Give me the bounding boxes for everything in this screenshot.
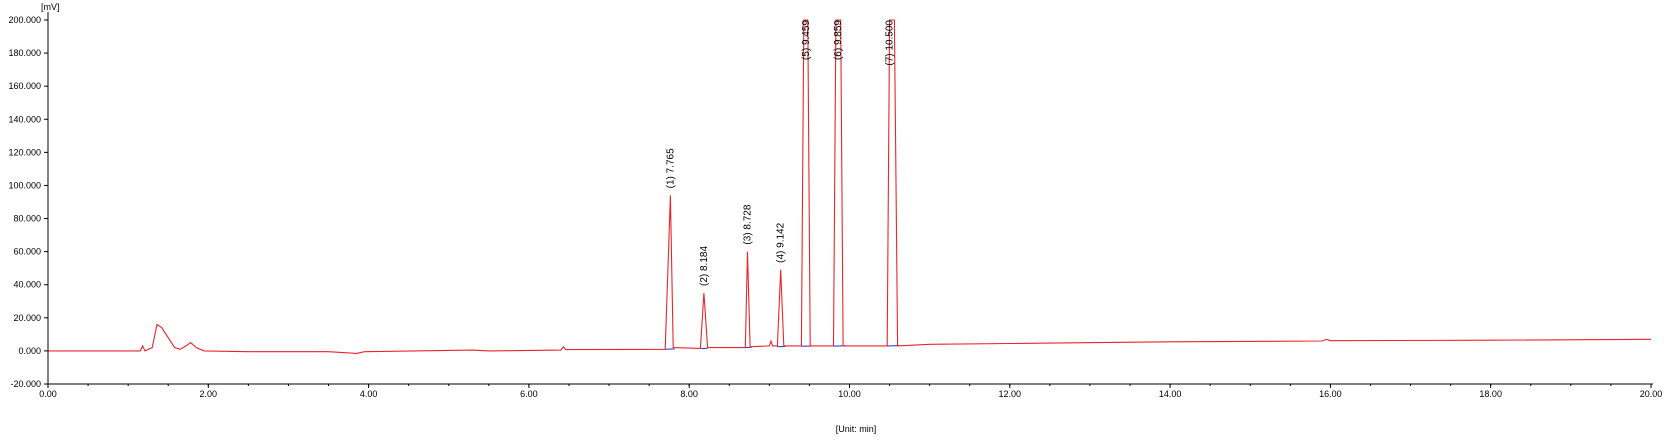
y-tick-label: 200.000 (8, 15, 41, 25)
x-tick-label: 8.00 (680, 389, 698, 399)
y-tick-label: 140.000 (8, 114, 41, 124)
y-tick-label: 180.000 (8, 48, 41, 58)
x-axis-unit: [Unit: min] (836, 424, 877, 434)
y-axis-unit: [mV] (41, 2, 60, 12)
peak-label-3: (3) 8.728 (743, 204, 754, 244)
x-tick-label: 10.00 (838, 389, 861, 399)
y-tick-label: -20.000 (10, 379, 41, 389)
peak-label-5: (5) 9.459 (801, 20, 812, 60)
peak-label-7: (7) 10.500 (885, 20, 896, 66)
y-tick-label: 40.000 (13, 280, 41, 290)
peak-label-1: (1) 7.765 (665, 148, 676, 188)
x-tick-label: 4.00 (360, 389, 378, 399)
x-tick-label: 0.00 (39, 389, 57, 399)
peak-label-2: (2) 8.184 (699, 246, 710, 286)
x-tick-label: 20.00 (1640, 389, 1663, 399)
x-tick-label: 14.00 (1159, 389, 1182, 399)
y-tick-label: 100.000 (8, 180, 41, 190)
x-tick-label: 2.00 (200, 389, 218, 399)
x-tick-label: 6.00 (520, 389, 538, 399)
y-tick-label: 60.000 (13, 247, 41, 257)
peak-label-4: (4) 9.142 (776, 222, 787, 262)
y-tick-label: 120.000 (8, 147, 41, 157)
x-tick-label: 18.00 (1479, 389, 1502, 399)
x-tick-label: 12.00 (999, 389, 1022, 399)
axes: -20.000 0.000 20.000 40.000 60.000 80.000 100.… (8, 12, 1662, 399)
chromatogram-trace (48, 19, 1652, 354)
y-tick-label: 80.000 (13, 214, 41, 224)
peak-label-6: (6) 9.859 (833, 20, 844, 60)
peak-labels: (1) 7.765 (2) 8.184 (3) 8.728 (4) 9.142 (5) … (665, 20, 895, 286)
trace-line-1 (48, 19, 1652, 354)
y-tick-label: 20.000 (13, 313, 41, 323)
y-tick-label: 0.000 (18, 346, 41, 356)
y-tick-label: 160.000 (8, 81, 41, 91)
x-tick-label: 16.00 (1319, 389, 1342, 399)
